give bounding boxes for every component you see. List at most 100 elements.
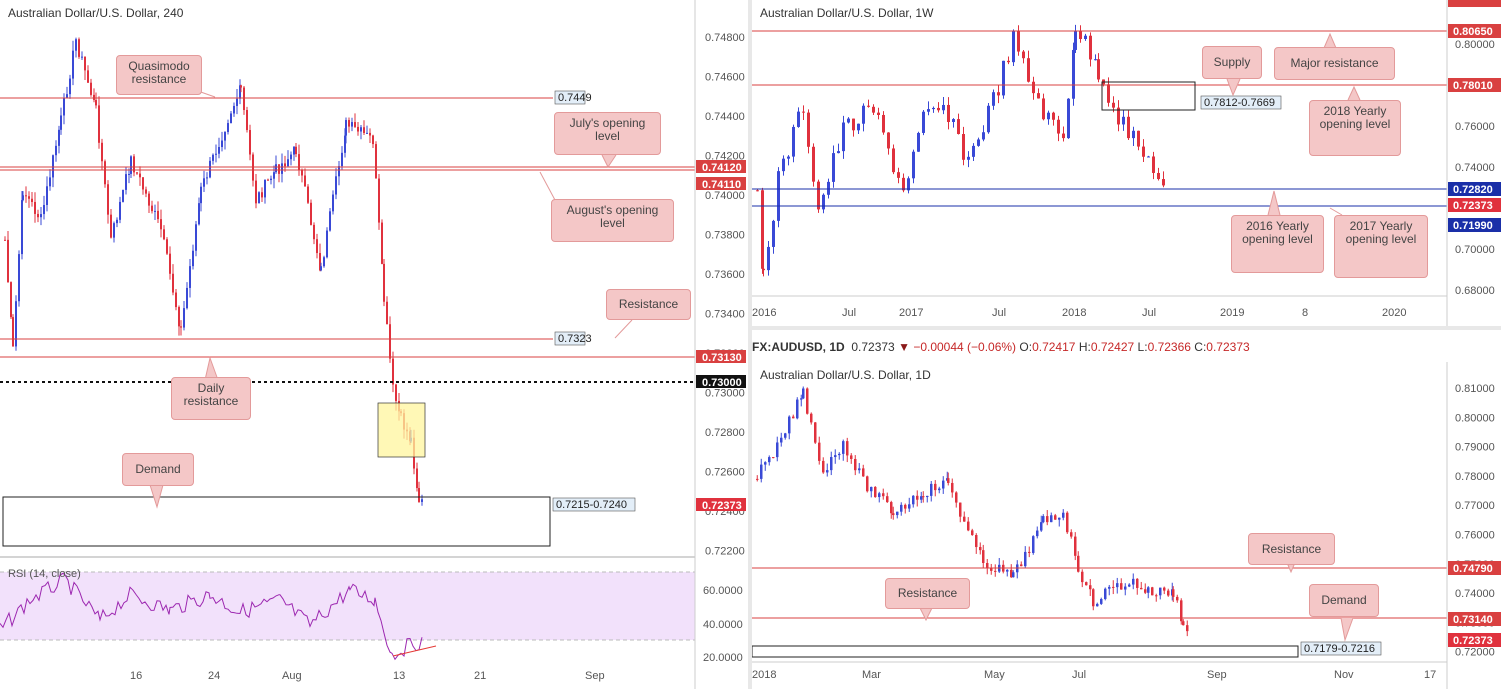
candle-body (1127, 116, 1130, 139)
candle-body (148, 193, 150, 206)
callout-august-opening: August's opening level (551, 199, 674, 242)
candle-body (982, 132, 985, 140)
candle-body (130, 156, 132, 174)
demand-zone-4h (2, 496, 551, 547)
candle-body (1028, 551, 1031, 553)
candle-body (892, 513, 895, 516)
candle-body (63, 97, 65, 116)
chart-4h-panel[interactable]: 0.74800 0.74600 0.74400 0.74200 0.74000 0.738… (0, 0, 748, 689)
candle-body (84, 56, 86, 71)
candle-body (842, 441, 845, 454)
candle-body (246, 110, 248, 131)
candle-body (916, 495, 919, 500)
candle-body (278, 164, 280, 174)
candle-body (792, 416, 795, 419)
x-tick-label: Jul (992, 307, 1006, 319)
candle-body (298, 154, 300, 170)
candle-body (335, 176, 337, 195)
y-tick-label: 0.74600 (705, 72, 745, 84)
candle-body (1002, 60, 1005, 96)
candle-body (877, 112, 880, 115)
candle-body (58, 129, 60, 146)
candle-body (957, 119, 960, 135)
candle-body (12, 317, 14, 347)
candle-body (947, 478, 950, 483)
candle-body (927, 109, 930, 112)
candle-body (756, 190, 759, 192)
label-7313: 0.73130 (702, 352, 742, 364)
candle-body (866, 476, 869, 492)
candle-body (887, 132, 890, 149)
candle-body (1036, 530, 1039, 537)
candle-body (986, 562, 989, 568)
candle-body (203, 178, 205, 187)
candle-body (301, 169, 303, 176)
candle-body (249, 130, 251, 155)
candle-body (320, 266, 322, 271)
candle-body (767, 246, 770, 271)
candle-body (1124, 586, 1127, 590)
candle-body (1020, 564, 1023, 567)
chart-1d-panel[interactable]: 0.81000 0.80000 0.79000 0.78000 0.77000 0.760… (752, 362, 1501, 689)
candle-body (1136, 578, 1139, 588)
chart-1w-panel[interactable]: 0.800000.780000.760000.740000.720000.700… (752, 0, 1501, 326)
candle-body (862, 468, 865, 477)
candle-body (116, 219, 118, 224)
candle-body (258, 192, 260, 204)
candle-body (93, 94, 95, 100)
candle-body (904, 504, 907, 509)
candle-body (768, 457, 771, 463)
candle-body (1062, 133, 1065, 139)
candle-body (987, 105, 990, 133)
candle-body (780, 437, 783, 443)
candle-body (383, 263, 385, 302)
candle-body (1100, 599, 1103, 604)
candle-body (977, 139, 980, 146)
candle-body (1116, 583, 1119, 588)
candle-body (233, 105, 235, 114)
candle-body (932, 107, 935, 110)
label-7282: 0.72820 (1453, 184, 1493, 196)
candle-body (979, 547, 982, 551)
y-tick-label: 0.74000 (1455, 588, 1495, 600)
rsi-label: RSI (14, close) (8, 568, 81, 580)
candle-body (822, 460, 825, 473)
candle-body (1066, 512, 1069, 533)
candle-body (252, 154, 254, 181)
rsi-band (0, 572, 695, 640)
candle-body (255, 180, 257, 204)
candle-body (418, 488, 420, 502)
candle-body (180, 326, 182, 328)
candle-body (997, 92, 1000, 96)
candle-body (1024, 551, 1027, 567)
candle-body (1067, 98, 1070, 139)
x-tick-label: 2018 (1062, 307, 1086, 319)
candle-body (882, 114, 885, 133)
candle-body (1120, 583, 1123, 590)
candle-body (857, 123, 860, 131)
x-tick-label: 8 (1302, 307, 1308, 319)
candle-body (1010, 569, 1013, 578)
candle-body (1140, 587, 1143, 590)
callout-2017-yearly: 2017 Yearly opening level (1334, 215, 1428, 278)
candle-body (852, 118, 855, 131)
candle-body (1147, 156, 1150, 158)
down-triangle-icon: ▼ (898, 340, 910, 354)
candle-body (947, 104, 950, 123)
candle-body (756, 478, 759, 480)
candle-body (1157, 172, 1160, 180)
callout-supply-1w: Supply (1202, 46, 1262, 79)
candle-body (922, 111, 925, 133)
candle-body (1117, 107, 1120, 125)
info-low-label: L: (1137, 340, 1148, 354)
candle-body (975, 535, 978, 548)
candle-body (366, 132, 368, 134)
candle-body (1007, 60, 1010, 63)
candle-body (832, 153, 835, 182)
rsi-tick-40: 40.0000 (703, 619, 743, 631)
candle-body (95, 99, 97, 106)
label-7449: 0.7449 (558, 92, 592, 104)
candle-body (942, 104, 945, 111)
candle-body (762, 268, 765, 271)
label-8065: 0.80650 (1453, 26, 1493, 38)
